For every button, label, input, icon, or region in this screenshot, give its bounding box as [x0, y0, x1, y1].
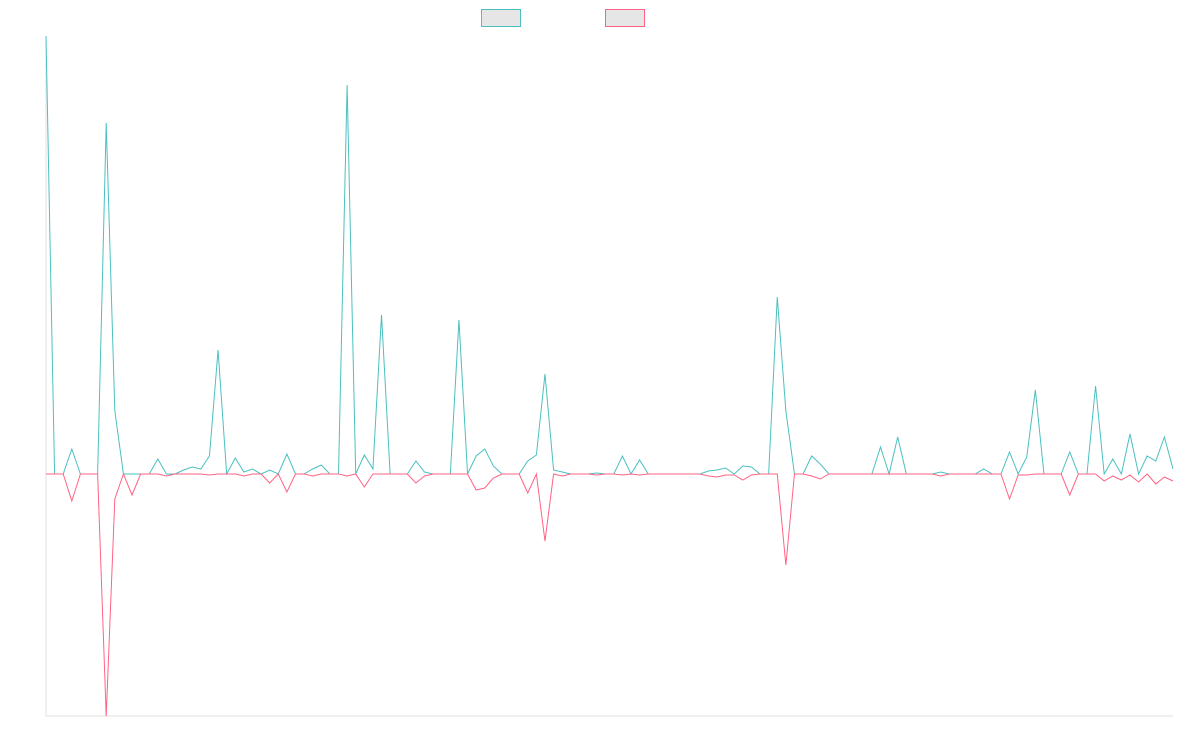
legend-swatch[interactable]	[605, 9, 645, 27]
legend-swatch[interactable]	[481, 9, 521, 27]
series-line	[46, 472, 1174, 717]
series-line	[45, 35, 1174, 476]
